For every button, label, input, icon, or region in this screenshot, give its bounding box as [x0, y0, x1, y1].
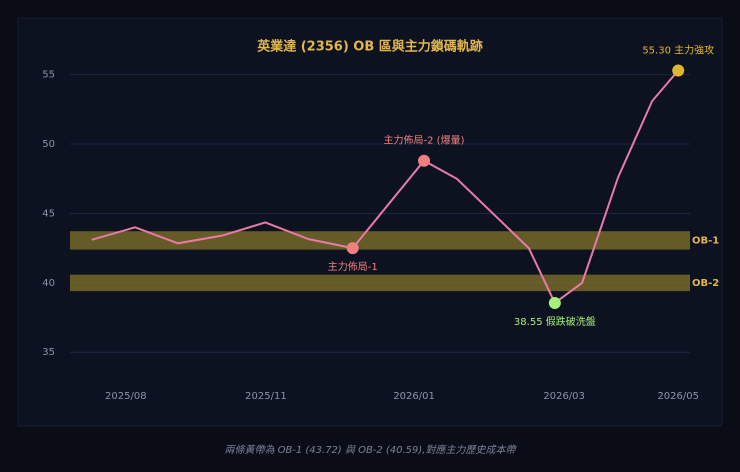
x-tick-label: 2026/05 [657, 391, 699, 402]
key-point [548, 296, 561, 309]
y-tick-label: 40 [42, 278, 55, 289]
y-tick-label: 45 [42, 208, 55, 219]
ob-band [70, 274, 690, 292]
x-tick-label: 2026/03 [543, 391, 585, 402]
x-tick-label: 2025/11 [245, 391, 287, 402]
y-tick-label: 35 [42, 347, 55, 358]
x-tick-label: 2025/08 [105, 391, 147, 402]
footnote: 兩條黃帶為 OB-1 (43.72) 與 OB-2 (40.59),對應主力歷史… [225, 444, 518, 456]
y-tick-label: 50 [42, 139, 55, 150]
annotation: 38.55 假跌破洗盤 [514, 315, 596, 328]
key-point [672, 64, 685, 77]
band-label: OB-1 [692, 235, 719, 246]
band-label: OB-2 [692, 278, 719, 289]
chart-title: 英業達 (2356) OB 區與主力鎖碼軌跡 [256, 39, 483, 55]
key-point [418, 154, 431, 167]
ob-band [70, 231, 690, 250]
annotation: 主力佈局-2 (爆量) [384, 134, 465, 147]
annotation: 55.30 主力強攻 [642, 43, 714, 56]
annotation: 主力佈局-1 [328, 260, 378, 273]
x-tick-label: 2026/01 [393, 391, 435, 402]
y-tick-label: 55 [42, 70, 55, 81]
panel [17, 17, 723, 427]
key-point [346, 242, 359, 255]
